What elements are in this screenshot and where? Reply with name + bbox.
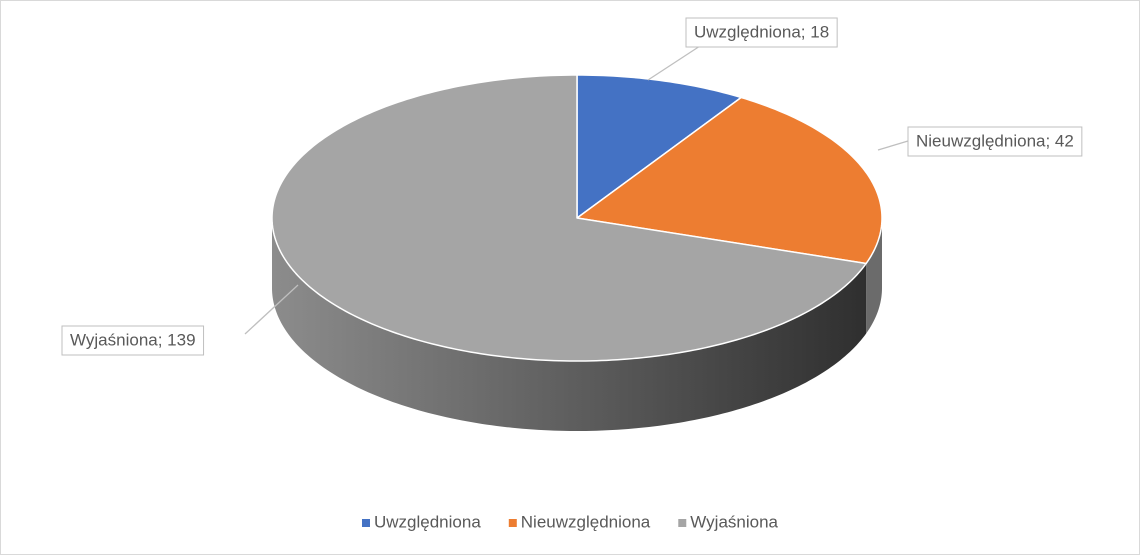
legend-marker bbox=[508, 519, 517, 527]
legend-marker bbox=[361, 519, 370, 527]
data-label: Nieuwzględniona; 42 bbox=[916, 131, 1074, 150]
data-label: Uwzględniona; 18 bbox=[694, 22, 829, 41]
pie-slice bbox=[576, 74, 742, 219]
data-label: Wyjaśniona; 139 bbox=[70, 330, 196, 349]
data-label-box bbox=[685, 17, 838, 48]
legend-label: Nieuwzględniona bbox=[521, 512, 651, 531]
legend-marker bbox=[678, 519, 687, 527]
data-label-box bbox=[907, 126, 1083, 157]
pie-side bbox=[866, 218, 882, 334]
pie-side bbox=[272, 218, 867, 431]
data-label-box bbox=[61, 325, 205, 356]
pie-slice bbox=[271, 74, 867, 362]
legend-label: Uwzględniona bbox=[374, 512, 481, 531]
pie-slice bbox=[576, 96, 883, 265]
legend-label: Wyjaśniona bbox=[690, 512, 778, 531]
leader-line bbox=[877, 140, 909, 151]
leader-line bbox=[244, 284, 299, 335]
leader-line bbox=[647, 45, 701, 81]
